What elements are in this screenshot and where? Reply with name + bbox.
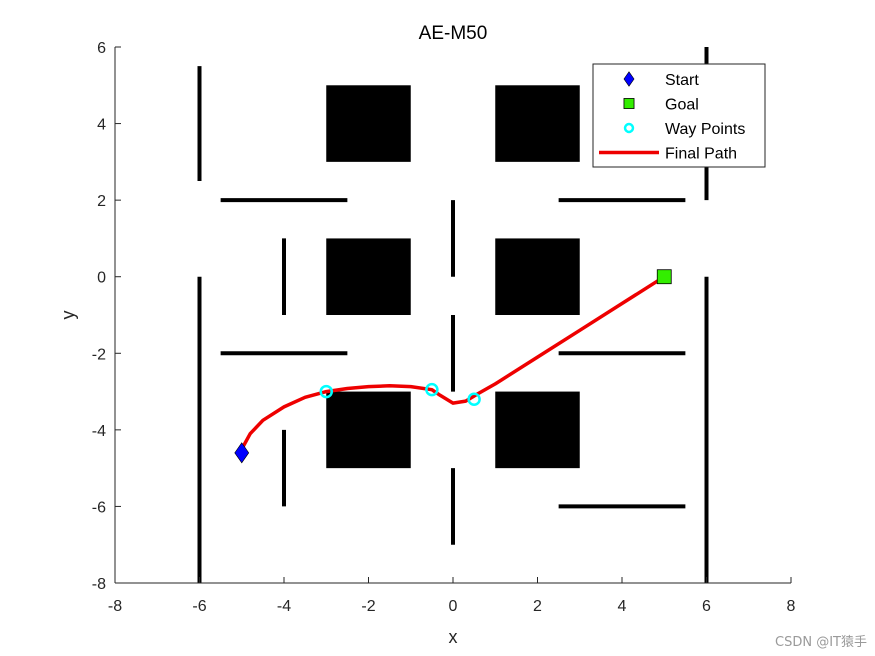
y-tick-label: 6 — [97, 40, 106, 57]
legend-start-label: Start — [665, 72, 699, 89]
y-tick-label: 4 — [97, 117, 106, 134]
obstacle-block-2 — [495, 85, 580, 162]
y-tick-label: 2 — [97, 193, 106, 210]
x-tick-label: 6 — [702, 598, 711, 615]
x-tick-label: -2 — [361, 598, 375, 615]
legend-final-path-label: Final Path — [665, 146, 737, 163]
obstacles — [326, 85, 580, 469]
x-tick-label: -4 — [277, 598, 291, 615]
x-axis-label: x — [449, 627, 458, 647]
obstacle-block-6 — [495, 391, 580, 469]
x-tick-label: 0 — [449, 598, 458, 615]
y-tick-label: -4 — [92, 423, 106, 440]
legend-goal-label: Goal — [665, 97, 699, 114]
y-tick-label: -6 — [92, 499, 106, 516]
final-path-line — [240, 275, 666, 450]
x-tick-label: -6 — [192, 598, 206, 615]
obstacle-block-5 — [326, 391, 411, 469]
series-layer — [234, 269, 672, 464]
y-axis-label: y — [58, 311, 78, 320]
x-tick-label: 2 — [533, 598, 542, 615]
way-points-marker-3 — [467, 392, 481, 406]
chart-title: AE-M50 — [419, 23, 488, 44]
x-tick-label: -8 — [108, 598, 122, 615]
legend-goal-swatch — [623, 98, 635, 109]
obstacle-block-4 — [495, 238, 580, 315]
y-tick-label: -8 — [92, 576, 106, 593]
way-points-marker-1 — [319, 384, 333, 399]
legend-way-points-label: Way Points — [665, 121, 745, 138]
way-points-marker-2 — [425, 382, 439, 397]
legend-way-points-swatch — [623, 122, 635, 134]
x-tick-label: 8 — [787, 598, 796, 615]
x-tick-label: 4 — [618, 598, 627, 615]
y-tick-label: 0 — [97, 270, 106, 287]
legend-start-swatch — [623, 71, 635, 87]
legend: Start Goal Way Points Final Path — [592, 63, 766, 168]
obstacle-block-3 — [326, 238, 411, 315]
obstacle-block-1 — [326, 85, 411, 162]
y-tick-label: -2 — [92, 346, 106, 363]
axes: -8 -6 -4 -2 0 2 4 6 8 -8 -6 -4 -2 0 2 4 6 — [92, 40, 796, 615]
goal-marker-1 — [656, 269, 672, 285]
watermark: CSDN @IT猿手 — [775, 635, 867, 650]
start-marker-1 — [234, 442, 250, 464]
legend-box — [592, 63, 766, 168]
